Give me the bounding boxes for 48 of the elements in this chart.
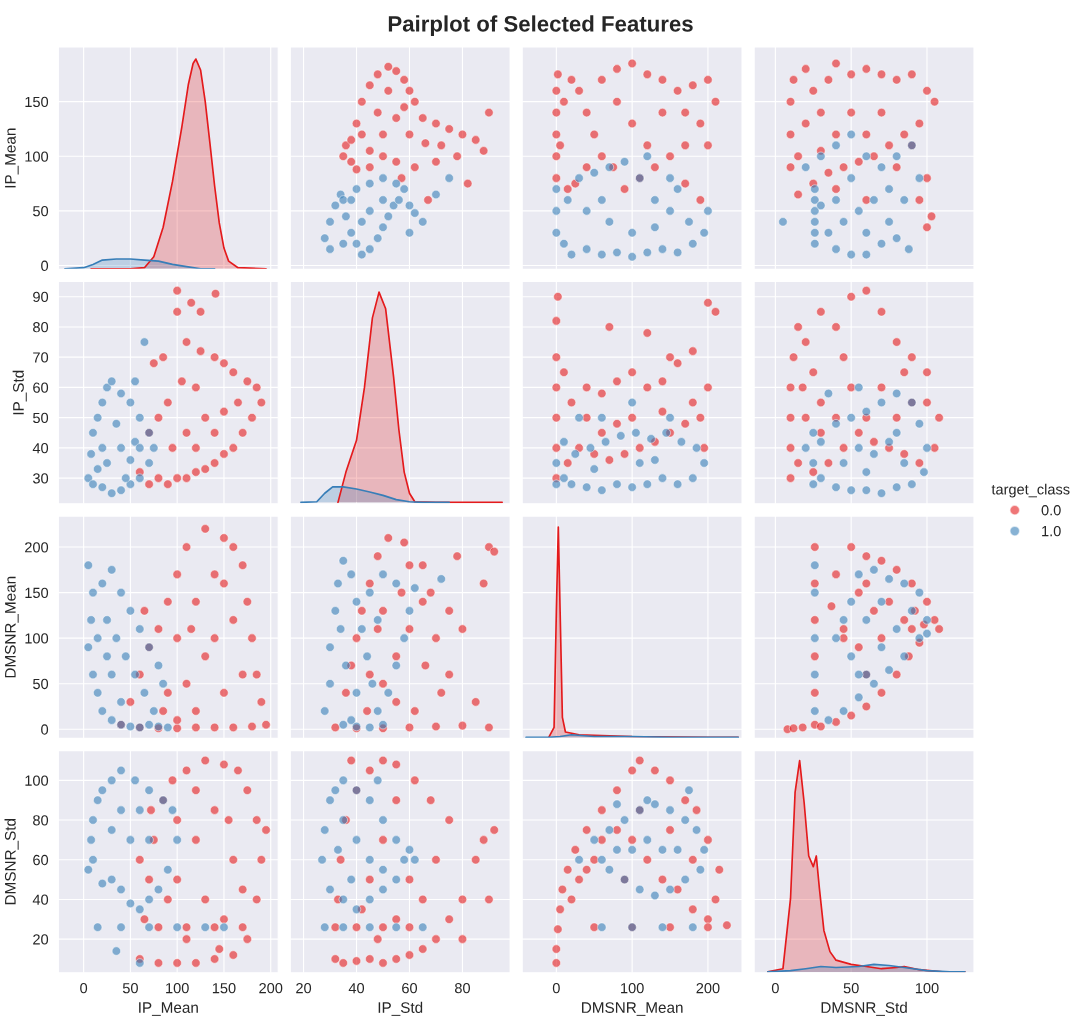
y-tick-label: 60 — [33, 854, 49, 866]
x-axis-title: IP_Std — [378, 1001, 423, 1016]
y-tick-label: 50 — [33, 412, 49, 424]
x-tick-label: 60 — [402, 982, 418, 994]
legend-title: target_class — [991, 483, 1070, 498]
x-axis-title: IP_Mean — [139, 1002, 198, 1016]
x-axis-title: DMSNR_Std — [821, 1001, 907, 1016]
x-tick-label: 100 — [915, 982, 939, 994]
x-axis-title: DMSNR_Mean — [582, 1002, 683, 1016]
x-tick-label: 0 — [552, 982, 560, 994]
x-tick-label: 40 — [348, 982, 365, 994]
y-tick-label: 70 — [33, 352, 49, 363]
y-tick-label: 150 — [25, 96, 49, 108]
legend-label: 1.0 — [1042, 525, 1061, 537]
x-tick-label: 100 — [621, 982, 644, 994]
x-tick-label: 0 — [771, 982, 779, 994]
y-tick-label: 30 — [32, 473, 49, 484]
y-tick-label: 200 — [25, 542, 49, 553]
y-tick-label: 90 — [33, 291, 49, 303]
x-tick-label: 0 — [80, 982, 88, 994]
y-tick-label: 40 — [32, 443, 49, 454]
x-tick-label: 50 — [843, 982, 859, 994]
y-tick-label: 0 — [41, 260, 49, 271]
y-tick-label: 100 — [25, 151, 49, 162]
y-tick-label: 20 — [33, 934, 49, 945]
y-axis-title: DMSNR_Mean — [4, 576, 19, 678]
y-tick-label: 50 — [33, 678, 49, 690]
x-tick-label: 150 — [212, 982, 236, 994]
y-axis-title: IP_Std — [12, 370, 27, 415]
x-tick-label: 200 — [259, 982, 283, 994]
x-tick-label: 200 — [696, 982, 720, 994]
chart-title: Pairplot of Selected Features — [388, 15, 693, 37]
legend-label: 0.0 — [1041, 505, 1061, 516]
y-tick-label: 50 — [33, 206, 49, 217]
y-axis-title: IP_Mean — [5, 128, 19, 188]
y-tick-label: 60 — [33, 382, 49, 393]
y-tick-label: 100 — [25, 775, 49, 786]
y-tick-label: 100 — [25, 633, 49, 644]
x-tick-label: 100 — [166, 982, 189, 994]
x-tick-label: 50 — [122, 982, 138, 994]
x-tick-label: 20 — [296, 982, 312, 994]
y-tick-label: 80 — [33, 322, 49, 333]
y-tick-label: 40 — [32, 894, 49, 905]
y-axis-title: DMSNR_Std — [4, 818, 19, 905]
y-tick-label: 0 — [41, 724, 49, 735]
x-tick-label: 80 — [454, 982, 470, 994]
y-tick-label: 150 — [25, 587, 49, 599]
y-tick-label: 80 — [33, 815, 49, 826]
